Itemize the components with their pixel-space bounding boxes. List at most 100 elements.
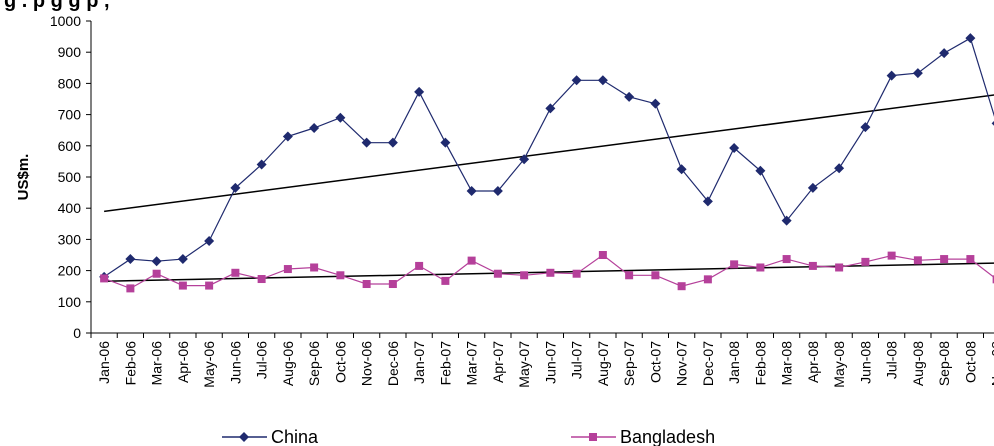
x-tick-label: Apr-07 [490, 341, 506, 383]
data-point-bangladesh [152, 269, 161, 278]
data-point-bangladesh [546, 268, 555, 277]
x-tick-label: Mar-08 [779, 341, 795, 386]
x-ticks: Jan-06 Feb-06 Mar-06 Apr-06 May-06 Jun-06 Jul-… [90, 333, 994, 388]
y-tick-label: 1000 [50, 13, 81, 29]
legend: China Bangladesh [222, 427, 715, 446]
data-point-china [781, 215, 792, 226]
y-axis-label-group: US$m. [15, 154, 32, 201]
data-point-bangladesh [441, 276, 450, 285]
data-point-china [597, 75, 608, 86]
data-point-china [965, 33, 976, 44]
data-point-china [912, 68, 923, 79]
y-ticks: 0 100 200 300 400 500 600 700 800 900 1000 [50, 13, 91, 341]
x-tick-label: Sep-07 [621, 341, 637, 386]
data-point-china [807, 182, 818, 193]
x-tick-label: Jun-06 [227, 341, 243, 384]
data-point-china [440, 137, 451, 148]
data-point-bangladesh [730, 260, 739, 269]
data-point-bangladesh [415, 261, 424, 270]
data-point-china [624, 91, 635, 102]
x-tick-label: Oct-06 [332, 341, 348, 383]
data-point-china [361, 137, 372, 148]
data-point-bangladesh [651, 271, 660, 280]
y-tick-label: 600 [58, 138, 82, 154]
y-axis-label: US$m. [15, 154, 32, 201]
data-point-china [282, 131, 293, 142]
y-tick-label: 900 [58, 44, 82, 60]
legend-label-bangladesh: Bangladesh [620, 427, 715, 446]
legend-marker-china [239, 432, 249, 442]
data-point-china [676, 164, 687, 175]
trendline-china [104, 94, 994, 213]
x-tick-label: Oct-08 [962, 341, 978, 383]
x-tick-label: Feb-07 [437, 341, 453, 386]
data-point-china [991, 120, 994, 126]
y-tick-label: 100 [58, 294, 82, 310]
y-tick-label: 700 [58, 107, 82, 123]
data-point-bangladesh [388, 280, 397, 289]
data-point-china [702, 196, 713, 207]
x-tick-label: Sep-06 [306, 341, 322, 386]
axes [90, 21, 994, 334]
data-point-bangladesh [362, 280, 371, 289]
data-point-bangladesh [205, 281, 214, 290]
series-lines [99, 33, 994, 293]
data-point-bangladesh [913, 256, 922, 265]
x-tick-label: May-07 [516, 341, 532, 388]
x-tick-label: Jun-08 [857, 341, 873, 384]
data-point-china [466, 186, 477, 197]
data-point-china [492, 186, 503, 197]
x-tick-label: May-06 [201, 341, 217, 388]
x-tick-label: Jul-06 [254, 341, 270, 379]
data-point-china [125, 254, 136, 265]
data-point-china [939, 48, 950, 59]
data-point-china [309, 123, 320, 134]
x-tick-label: Jan-06 [96, 341, 112, 384]
data-point-bangladesh [283, 265, 292, 274]
chart-title: g . p g g p , [4, 0, 110, 12]
data-point-china [519, 154, 530, 165]
x-tick-label: Feb-08 [752, 341, 768, 386]
x-tick-label: Jul-08 [884, 341, 900, 379]
data-point-bangladesh [677, 282, 686, 291]
data-point-bangladesh [703, 275, 712, 284]
data-point-bangladesh [756, 263, 765, 272]
x-tick-label: May-08 [831, 341, 847, 388]
x-tick-label: Dec-07 [700, 341, 716, 386]
data-point-china [230, 182, 241, 193]
data-point-china [414, 86, 425, 97]
data-point-bangladesh [861, 257, 870, 266]
data-point-china [204, 235, 215, 246]
data-point-china [545, 103, 556, 114]
x-tick-label: Aug-07 [595, 341, 611, 386]
x-tick-label: Jan-07 [411, 341, 427, 384]
data-point-bangladesh [178, 281, 187, 290]
data-point-bangladesh [625, 271, 634, 280]
data-point-china [886, 70, 897, 81]
data-point-china [335, 112, 346, 123]
data-point-bangladesh [126, 284, 135, 293]
x-tick-label: Jul-07 [569, 341, 585, 379]
data-point-bangladesh [231, 268, 240, 277]
data-point-bangladesh [336, 271, 345, 280]
legend-marker-bangladesh [589, 433, 597, 441]
data-point-china [571, 75, 582, 86]
data-point-china [650, 98, 661, 109]
data-point-bangladesh [520, 271, 529, 280]
data-point-bangladesh [467, 256, 476, 265]
x-tick-label: Feb-06 [122, 341, 138, 386]
data-point-bangladesh [100, 274, 109, 283]
series-line-china [103, 37, 994, 278]
y-tick-label: 300 [58, 231, 82, 247]
y-tick-label: 0 [73, 325, 81, 341]
data-point-china [729, 142, 740, 153]
y-tick-label: 800 [58, 75, 82, 91]
data-point-china [387, 137, 398, 148]
x-tick-label: Jan-08 [726, 341, 742, 384]
data-point-china [860, 122, 871, 133]
x-tick-label: Nov-06 [359, 341, 375, 386]
legend-label-china: China [271, 427, 319, 446]
x-tick-label: Oct-07 [647, 341, 663, 383]
data-point-china [177, 254, 188, 265]
x-tick-label: Aug-08 [910, 341, 926, 386]
